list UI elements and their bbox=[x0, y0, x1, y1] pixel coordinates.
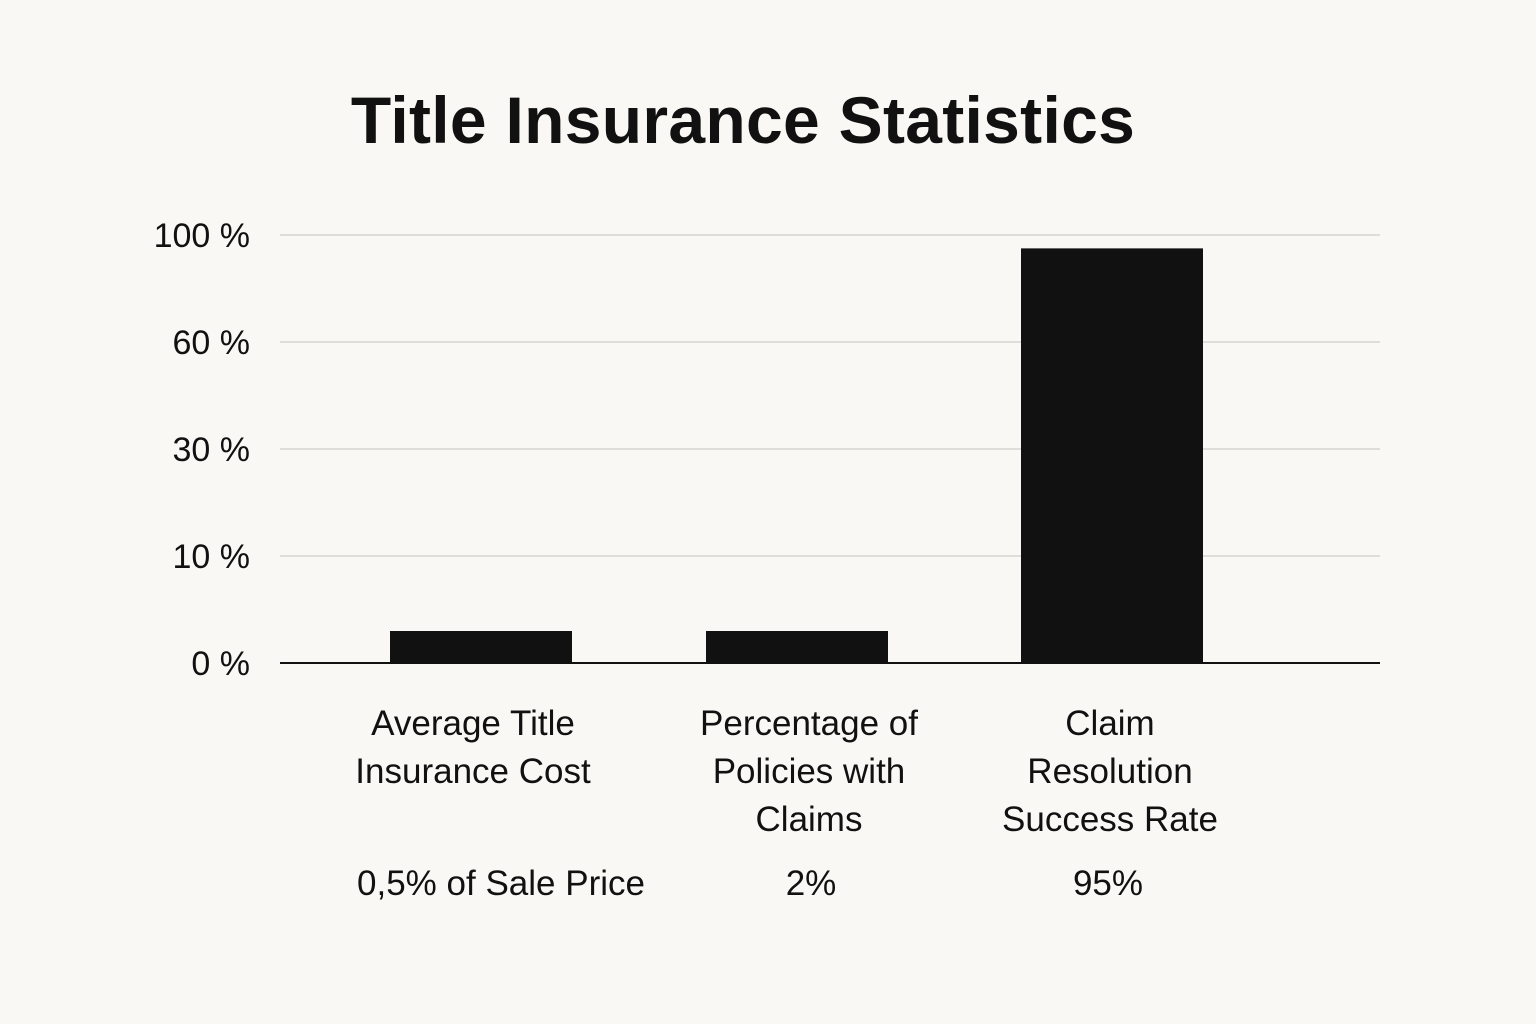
y-tick-label: 10 % bbox=[173, 538, 251, 576]
value-label-claim-resolution-success-rate: 95% bbox=[1072, 864, 1144, 903]
gridlines bbox=[280, 234, 1380, 557]
value-label-average-title-insurance-cost: 0,5% of Sale Price bbox=[357, 864, 645, 903]
y-tick-label: 100 % bbox=[154, 217, 250, 255]
y-tick-label: 0 % bbox=[191, 645, 250, 683]
category-label-claim-resolution-success-rate: Claim Resolution Success Rate bbox=[1002, 704, 1218, 839]
category-label-average-title-insurance-cost: Average Title Insurance Cost bbox=[355, 704, 591, 791]
y-tick-label: 30 % bbox=[173, 431, 251, 469]
y-tick-label: 60 % bbox=[173, 324, 251, 362]
chart-title: Title Insurance Statistics bbox=[350, 83, 1136, 157]
bar bbox=[390, 631, 572, 663]
bar bbox=[706, 631, 888, 663]
bars bbox=[390, 248, 1203, 663]
category-label-percentage-of-policies-with-claims: Percentage of Policies with Claims bbox=[700, 704, 918, 839]
value-label-percentage-of-policies-with-claims: 2% bbox=[785, 864, 837, 903]
bar bbox=[1021, 248, 1203, 663]
y-axis-ticks: 0 % 10 % 30 % 60 % 100 % bbox=[154, 217, 250, 683]
